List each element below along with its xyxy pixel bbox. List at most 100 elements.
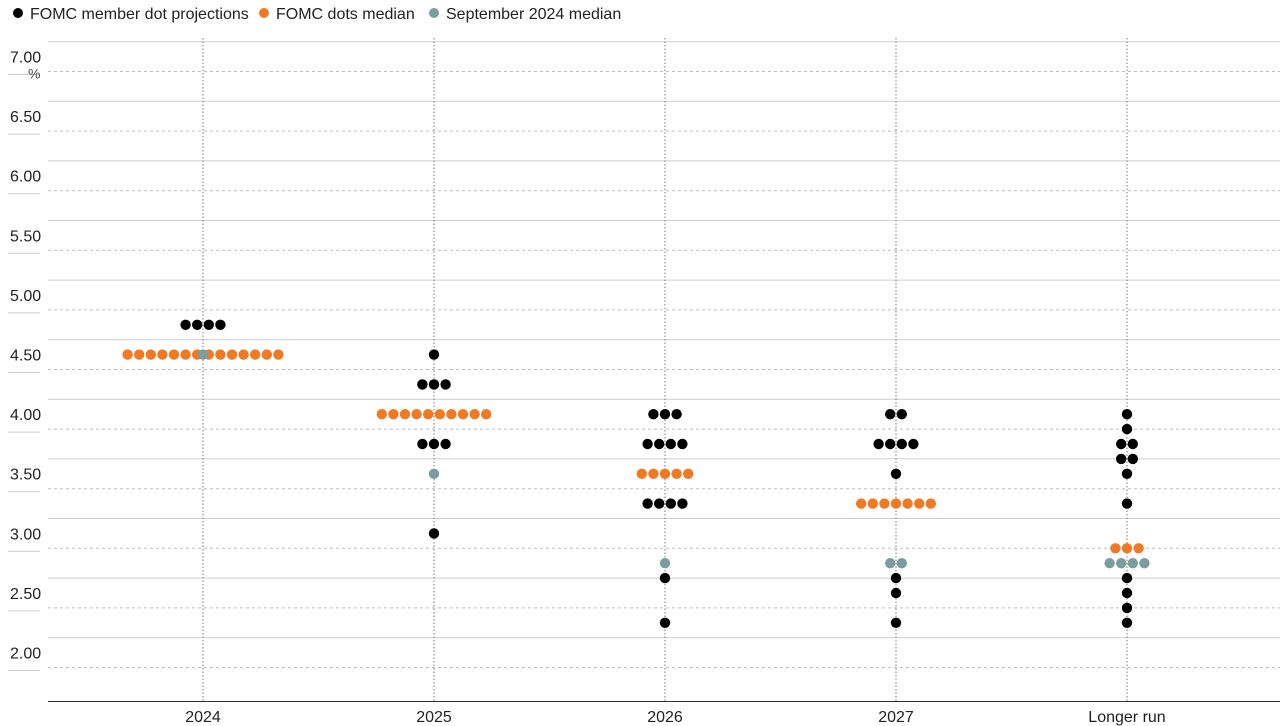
dot xyxy=(1116,454,1126,464)
dot xyxy=(1104,558,1114,568)
dot xyxy=(671,409,681,419)
legend: FOMC member dot projections FOMC dots med… xyxy=(13,6,621,23)
dot xyxy=(660,573,670,583)
dot xyxy=(891,618,901,628)
dot xyxy=(1110,543,1120,553)
dot xyxy=(660,469,670,479)
dot xyxy=(671,469,681,479)
dot xyxy=(1128,558,1138,568)
dot xyxy=(885,409,895,419)
dot xyxy=(879,498,889,508)
dot xyxy=(440,379,450,389)
y-unit-label: % xyxy=(28,66,40,82)
x-tick-label: 2026 xyxy=(647,709,683,726)
y-tick-label: 4.50 xyxy=(10,348,41,365)
dot xyxy=(417,379,427,389)
dot xyxy=(1139,558,1149,568)
dot xyxy=(273,349,283,359)
dot xyxy=(429,528,439,538)
dot xyxy=(891,573,901,583)
category-lines xyxy=(203,38,1127,701)
y-tick-label: 2.00 xyxy=(10,646,41,663)
y-tick-label: 3.50 xyxy=(10,467,41,484)
dot xyxy=(1122,618,1132,628)
dot xyxy=(637,469,647,479)
dot xyxy=(891,588,901,598)
dot xyxy=(157,349,167,359)
dot xyxy=(897,558,907,568)
dot xyxy=(134,349,144,359)
dot xyxy=(683,469,693,479)
dot xyxy=(1122,409,1132,419)
x-tick-label: Longer run xyxy=(1088,709,1165,726)
dot xyxy=(908,439,918,449)
legend-label: FOMC dots median xyxy=(276,6,415,23)
dot xyxy=(122,349,132,359)
dot xyxy=(642,498,652,508)
dot xyxy=(654,498,664,508)
dot xyxy=(180,320,190,330)
dots xyxy=(122,320,1149,628)
dot xyxy=(677,498,687,508)
dot xyxy=(146,349,156,359)
dot xyxy=(388,409,398,419)
dot xyxy=(192,320,202,330)
dot xyxy=(250,349,260,359)
x-tick-label: 2027 xyxy=(878,709,914,726)
dot xyxy=(666,439,676,449)
dot xyxy=(666,498,676,508)
dot xyxy=(660,558,670,568)
dot xyxy=(654,439,664,449)
y-tick-label: 7.00 xyxy=(10,50,41,67)
dot xyxy=(1116,558,1126,568)
dot xyxy=(891,498,901,508)
dot xyxy=(169,349,179,359)
y-tick-label: 4.00 xyxy=(10,407,41,424)
dot xyxy=(215,349,225,359)
y-tick-label: 5.00 xyxy=(10,288,41,305)
dot xyxy=(1133,543,1143,553)
dot xyxy=(429,469,439,479)
dot xyxy=(423,409,433,419)
dot xyxy=(458,409,468,419)
dot xyxy=(897,409,907,419)
dot xyxy=(1116,439,1126,449)
y-tick-label: 2.50 xyxy=(10,586,41,603)
legend-marker xyxy=(429,8,439,18)
dot xyxy=(262,349,272,359)
y-tick-label: 5.50 xyxy=(10,228,41,245)
dot xyxy=(377,409,387,419)
legend-label: September 2024 median xyxy=(446,6,621,23)
dot xyxy=(660,409,670,419)
dot xyxy=(180,349,190,359)
dot xyxy=(198,349,208,359)
dot xyxy=(1128,454,1138,464)
dot xyxy=(897,439,907,449)
legend-label: FOMC member dot projections xyxy=(30,6,249,23)
y-tick-label: 6.50 xyxy=(10,109,41,126)
y-axis: 2.00 2.50 3.00 3.50 4.00 4.50 5.00 5.50 6.00 6.50… xyxy=(8,50,41,671)
dot xyxy=(227,349,237,359)
x-tick-label: 2025 xyxy=(416,709,452,726)
dot xyxy=(926,498,936,508)
dot xyxy=(1122,469,1132,479)
dot xyxy=(648,469,658,479)
dot xyxy=(1122,543,1132,553)
dot xyxy=(856,498,866,508)
dot xyxy=(677,439,687,449)
legend-marker xyxy=(13,8,23,18)
x-axis: 2024 2025 2026 2027 Longer run xyxy=(48,702,1280,726)
dot xyxy=(648,409,658,419)
dot xyxy=(1122,424,1132,434)
dot xyxy=(1122,603,1132,613)
dot xyxy=(891,469,901,479)
dot xyxy=(435,409,445,419)
dot xyxy=(885,558,895,568)
dot xyxy=(1122,588,1132,598)
dot xyxy=(1122,573,1132,583)
dot xyxy=(238,349,248,359)
dot xyxy=(902,498,912,508)
x-tick-label: 2024 xyxy=(185,709,221,726)
dot xyxy=(1128,439,1138,449)
